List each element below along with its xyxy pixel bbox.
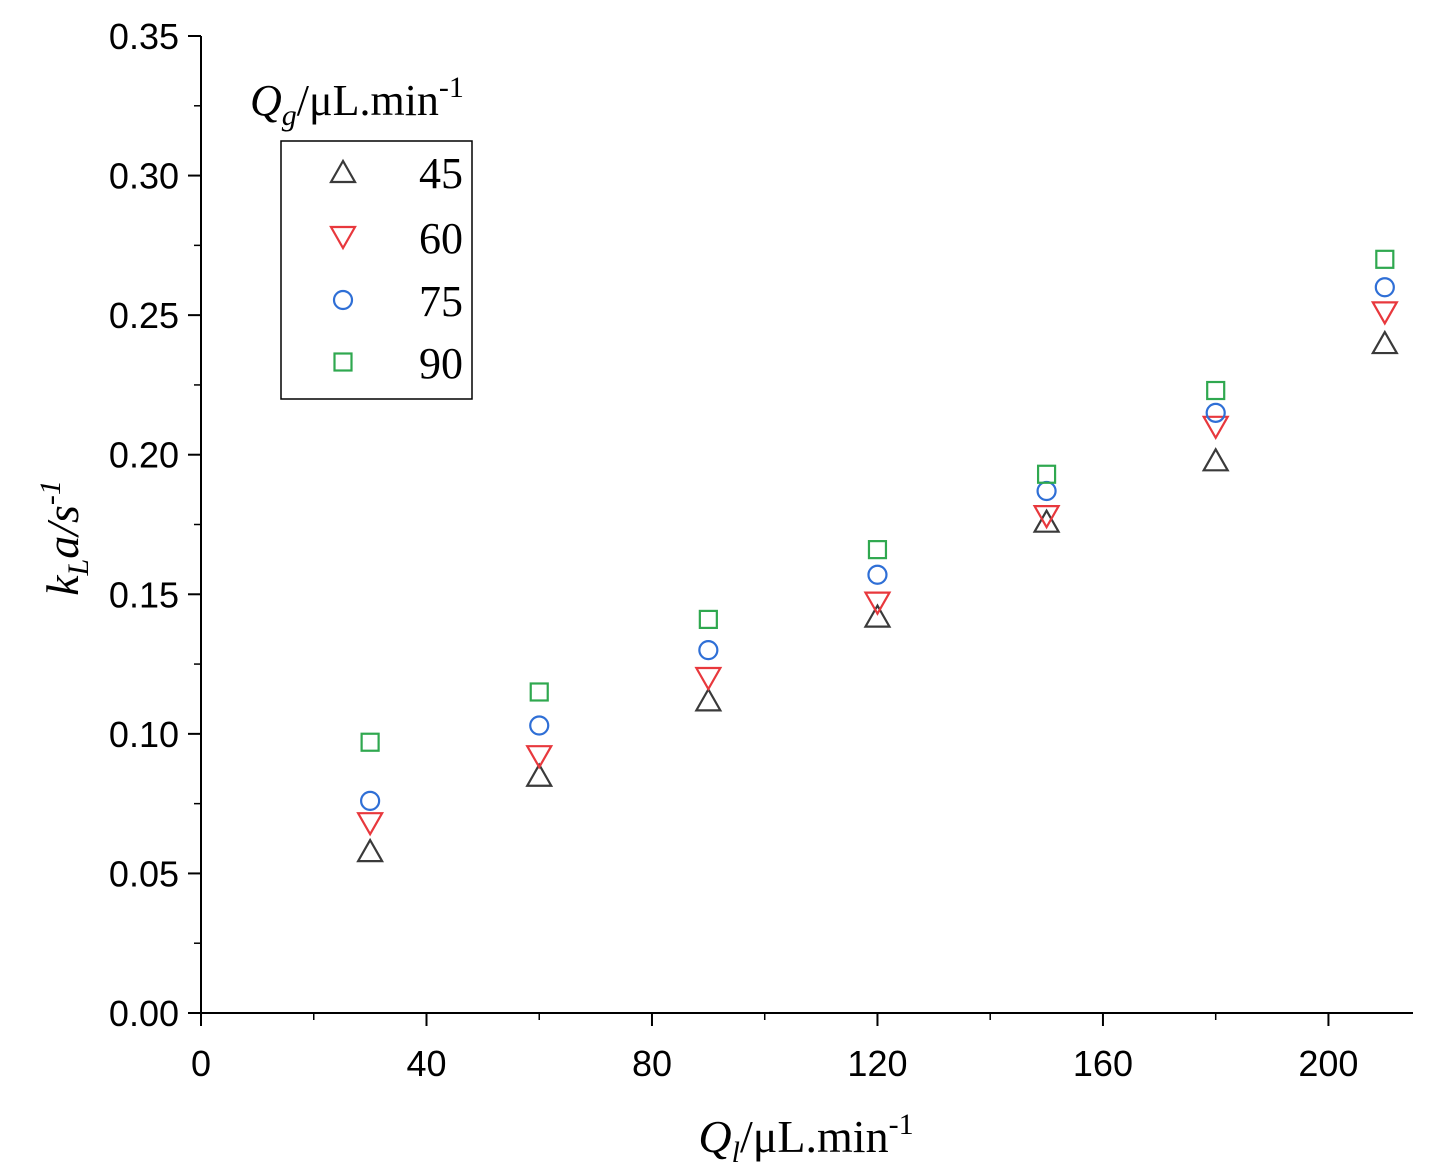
x-tick-label: 80 (632, 1043, 672, 1084)
x-tick-label: 160 (1073, 1043, 1133, 1084)
data-point (863, 591, 892, 616)
data-point (360, 732, 380, 752)
x-tick-label: 120 (847, 1043, 907, 1084)
x-tick-label: 200 (1298, 1043, 1358, 1084)
x-axis-title-main: Q (698, 1111, 731, 1162)
legend: 45 60 75 90 (280, 140, 473, 400)
data-points (356, 249, 1399, 863)
data-point (863, 603, 892, 628)
legend-marker-75 (332, 289, 354, 311)
y-tick-label: 0.25 (109, 295, 179, 336)
series-75 (360, 277, 1395, 811)
y-axis-title-mid: a/s (37, 505, 88, 559)
data-point (698, 640, 719, 661)
y-axis-title-sub: L (62, 559, 95, 577)
y-axis-title-exp: -1 (34, 480, 67, 505)
data-point (356, 812, 385, 837)
x-axis-title-unit: /μL.min (740, 1111, 889, 1162)
data-point (1201, 447, 1230, 472)
legend-title-exp: -1 (439, 71, 464, 104)
axes: 0.00 0.05 0.10 0.15 0.20 0.25 0.30 0.35 0 40 80 120… (109, 16, 1413, 1084)
legend-title-sub: g (282, 99, 297, 132)
y-tick-label: 0.05 (109, 853, 179, 894)
legend-title: Qg/μL.min-1 (250, 71, 464, 132)
y-axis-title: kLa/s-1 (34, 480, 95, 596)
data-point (1032, 505, 1061, 530)
data-point (698, 609, 718, 630)
legend-label-90: 90 (419, 339, 463, 388)
series-90 (360, 249, 1395, 752)
data-point (1032, 508, 1061, 533)
series-60 (356, 301, 1399, 837)
legend-title-main: Q (250, 76, 282, 125)
legend-frame (280, 140, 473, 400)
x-tick-label: 0 (191, 1043, 211, 1084)
series-45 (356, 329, 1399, 863)
y-tick-label: 0.00 (109, 993, 179, 1034)
y-tick-label: 0.35 (109, 16, 179, 57)
data-point (1375, 249, 1395, 269)
legend-title-unit: /μL.min (297, 76, 439, 125)
data-point (1370, 329, 1399, 355)
y-tick-label: 0.30 (109, 156, 179, 197)
data-point (1370, 301, 1399, 326)
x-axis-title-sub: l (732, 1136, 740, 1169)
data-point (1036, 480, 1057, 502)
legend-marker-60 (329, 225, 357, 251)
x-axis-title-exp: -1 (889, 1108, 914, 1141)
data-point (694, 687, 723, 712)
data-point (525, 745, 554, 770)
data-point (867, 540, 888, 560)
data-point (529, 682, 549, 702)
data-point (529, 715, 550, 736)
legend-marker-45 (329, 158, 357, 184)
data-point (1374, 277, 1395, 298)
legend-marker-90 (333, 352, 353, 372)
x-axis-title: Ql/μL.min-1 (698, 1108, 913, 1169)
data-point (360, 790, 381, 811)
legend-label-45: 45 (419, 149, 463, 198)
legend-label-75: 75 (419, 277, 463, 326)
y-tick-label: 0.15 (109, 574, 179, 615)
legend-label-60: 60 (419, 214, 463, 263)
y-tick-label: 0.20 (109, 435, 179, 476)
data-point (525, 762, 554, 787)
data-point (867, 564, 888, 585)
y-tick-label: 0.10 (109, 714, 179, 755)
data-point (1036, 464, 1057, 484)
data-point (1201, 415, 1230, 441)
data-point (694, 666, 723, 692)
data-point (1205, 402, 1226, 423)
x-tick-label: 40 (406, 1043, 446, 1084)
y-axis-title-main: k (37, 574, 88, 596)
data-point (356, 837, 385, 863)
data-point (1206, 380, 1226, 401)
